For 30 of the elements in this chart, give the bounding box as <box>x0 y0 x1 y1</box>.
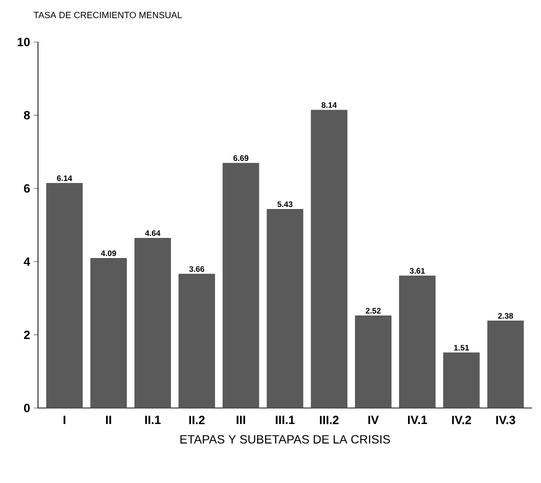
y-tick-label: 2 <box>24 330 30 339</box>
bar <box>310 110 348 408</box>
x-tick-label: IV.3 <box>496 416 516 424</box>
bar <box>266 209 304 408</box>
y-tick-label: 6 <box>24 184 30 193</box>
y-tick-label: 0 <box>24 404 30 412</box>
x-tick-label: II.2 <box>189 416 205 424</box>
y-axis-title: TASA DE CRECIMIENTO MENSUAL <box>34 12 182 18</box>
x-tick-label: II <box>106 416 112 424</box>
bar <box>399 276 436 408</box>
x-tick-label: III <box>236 416 246 424</box>
x-tick-label: IV.1 <box>408 416 428 424</box>
x-tick-label: IV <box>368 416 379 424</box>
bar <box>443 352 480 408</box>
bar <box>178 274 215 408</box>
x-tick-label: III.1 <box>276 416 295 424</box>
bar <box>46 183 83 408</box>
x-tick-label: II.1 <box>145 416 161 424</box>
bar <box>134 238 171 408</box>
x-tick-label: I <box>64 416 66 424</box>
bar <box>90 258 127 408</box>
x-tick-label: IV.2 <box>452 416 472 424</box>
x-axis-title: ETAPAS Y SUBETAPAS DE LA CRISIS <box>180 435 390 444</box>
bar <box>487 320 524 408</box>
y-tick-label: 8 <box>24 110 30 120</box>
bar <box>355 316 392 408</box>
y-tick-label: 4 <box>24 257 30 266</box>
y-tick-label: 10 <box>18 38 30 46</box>
x-tick-label: III.2 <box>320 416 339 424</box>
bar <box>222 162 260 408</box>
